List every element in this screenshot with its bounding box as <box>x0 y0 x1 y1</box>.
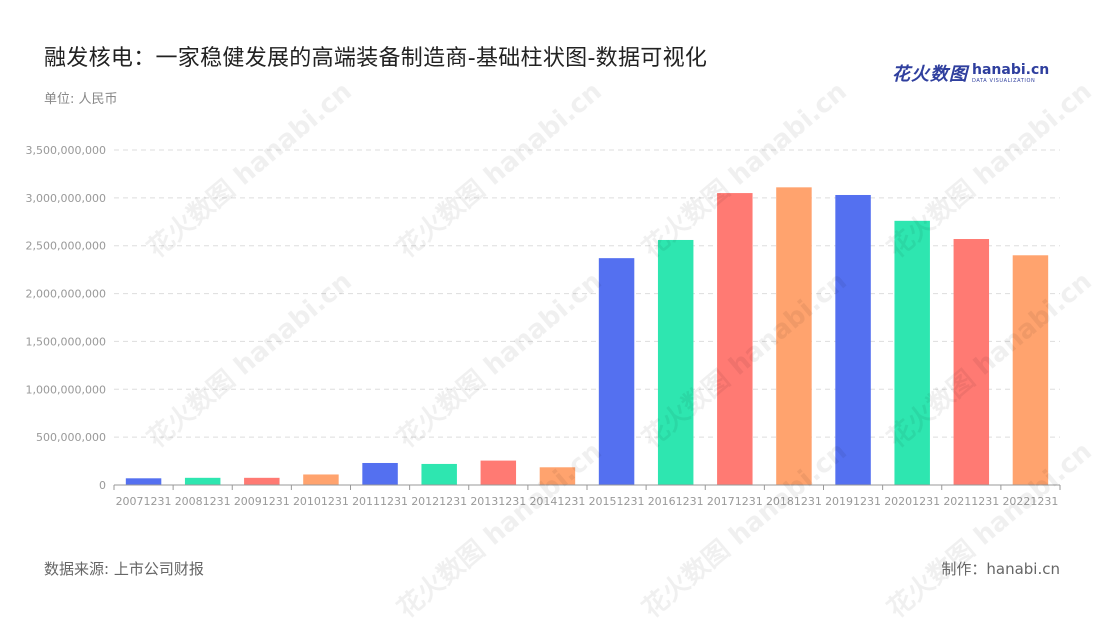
bar-20211231 <box>953 239 990 485</box>
x-tick-label: 20121231 <box>411 495 467 508</box>
y-tick-label: 3,000,000,000 <box>26 192 106 205</box>
bars <box>125 187 1049 486</box>
bar-20191231 <box>835 194 871 485</box>
bar-20141231 <box>539 467 576 485</box>
y-tick-label: 1,500,000,000 <box>26 335 106 348</box>
x-tick-label: 20151231 <box>589 495 645 508</box>
bar-20171231 <box>717 193 753 486</box>
bar-20101231 <box>303 474 339 485</box>
logo-sub-text: DATA VISUALIZATION <box>972 77 1036 84</box>
x-tick-label: 20141231 <box>529 495 585 508</box>
brand-logo: 花火数图 hanabi.cn DATA VISUALIZATION <box>892 60 1049 86</box>
y-tick-label: 2,500,000,000 <box>26 240 106 253</box>
logo-en-block: hanabi.cn DATA VISUALIZATION <box>972 63 1049 84</box>
x-tick-label: 20201231 <box>884 495 940 508</box>
logo-cn-text: 花火数图 <box>892 64 968 85</box>
bar-20181231 <box>776 187 812 486</box>
x-tick-label: 20081231 <box>175 495 231 508</box>
chart-title: 融发核电：一家稳健发展的高端装备制造商-基础柱状图-数据可视化 <box>44 46 708 71</box>
unit-label: 单位: 人民币 <box>44 92 118 107</box>
bar-20091231 <box>244 477 280 485</box>
bar-20221231 <box>1012 255 1049 485</box>
bar-20161231 <box>657 239 694 485</box>
x-tick-label: 20211231 <box>943 495 999 508</box>
y-tick-label: 500,000,000 <box>36 431 106 444</box>
x-axis-ticks: 20071231 20081231 20091231 20101231 20111231… <box>116 495 1059 508</box>
credit-label: 制作：hanabi.cn <box>941 560 1060 578</box>
x-tick-label: 20101231 <box>293 495 349 508</box>
x-tick-label: 20171231 <box>707 495 763 508</box>
x-tick-label: 20161231 <box>648 495 704 508</box>
x-tick-label: 20111231 <box>352 495 408 508</box>
data-source: 数据来源: 上市公司财报 <box>44 560 204 578</box>
bar-20131231 <box>480 460 517 485</box>
bar-20151231 <box>598 258 635 485</box>
logo-en-text: hanabi.cn <box>972 61 1050 78</box>
bar-20111231 <box>362 462 398 485</box>
bar-20081231 <box>184 477 221 485</box>
y-axis-ticks: 0 500,000,000 1,000,000,000 1,500,000,000 2,… <box>26 144 106 492</box>
x-tick-label: 20221231 <box>1002 495 1058 508</box>
y-tick-label: 2,000,000,000 <box>26 288 106 301</box>
y-tick-label: 0 <box>99 479 106 492</box>
bar-20121231 <box>421 463 457 485</box>
x-tick-label: 20071231 <box>116 495 172 508</box>
x-tick-label: 20181231 <box>766 495 822 508</box>
bar-20201231 <box>894 220 930 486</box>
grid-lines <box>114 149 1060 438</box>
bar-20071231 <box>125 478 162 485</box>
x-tick-label: 20131231 <box>470 495 526 508</box>
y-tick-label: 1,000,000,000 <box>26 383 106 396</box>
y-tick-label: 3,500,000,000 <box>26 144 106 157</box>
x-tick-label: 20191231 <box>825 495 881 508</box>
x-tick-label: 20091231 <box>234 495 290 508</box>
x-axis <box>113 484 1061 490</box>
